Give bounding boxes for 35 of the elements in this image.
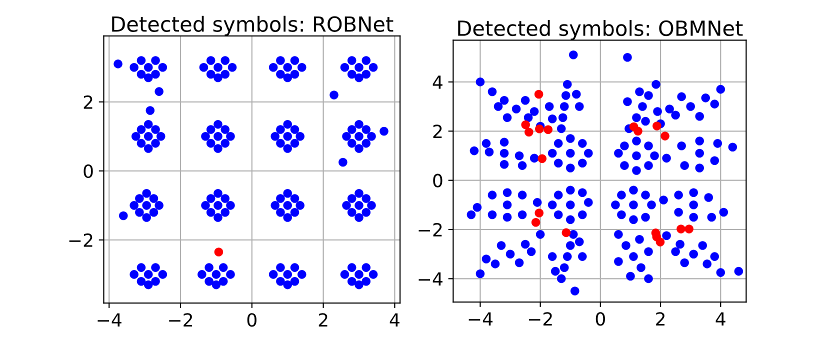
point [534,208,544,218]
y-tick-label: 0 [433,174,442,188]
point [534,90,544,99]
point [684,224,694,234]
x-tick-label: −2 [169,313,192,327]
point [652,122,662,130]
y-tick-label: 4 [432,76,442,89]
y-tick-label: 2 [84,95,92,109]
point [531,218,540,227]
x-tick-label: −4 [98,313,122,327]
point [676,224,686,234]
y-tick-label: 0 [84,164,93,178]
y-tick-label: −2 [69,233,92,247]
x-tick-label: 0 [247,313,256,327]
x-tick-label: 4 [390,313,400,327]
x-tick-label: 0 [596,312,605,326]
x-tick-label: 2 [656,312,664,326]
point [538,154,547,164]
chart-title: Detected symbols: ROBNet [112,16,394,36]
point [544,125,553,134]
chart-title: Detected symbols: OBMNet [458,20,743,40]
y-tick-label: 2 [433,124,442,138]
point [521,120,530,130]
point [562,228,571,238]
point [524,128,534,137]
y-tick-label: −2 [418,222,442,236]
x-tick-label: 2 [318,313,328,327]
point [634,126,642,136]
y-tick-label: −4 [418,272,442,286]
point [535,124,544,134]
point [656,238,665,246]
x-tick-label: −4 [468,312,493,326]
x-tick-label: −2 [528,312,552,326]
x-tick-label: 4 [716,312,726,326]
point [660,132,670,140]
